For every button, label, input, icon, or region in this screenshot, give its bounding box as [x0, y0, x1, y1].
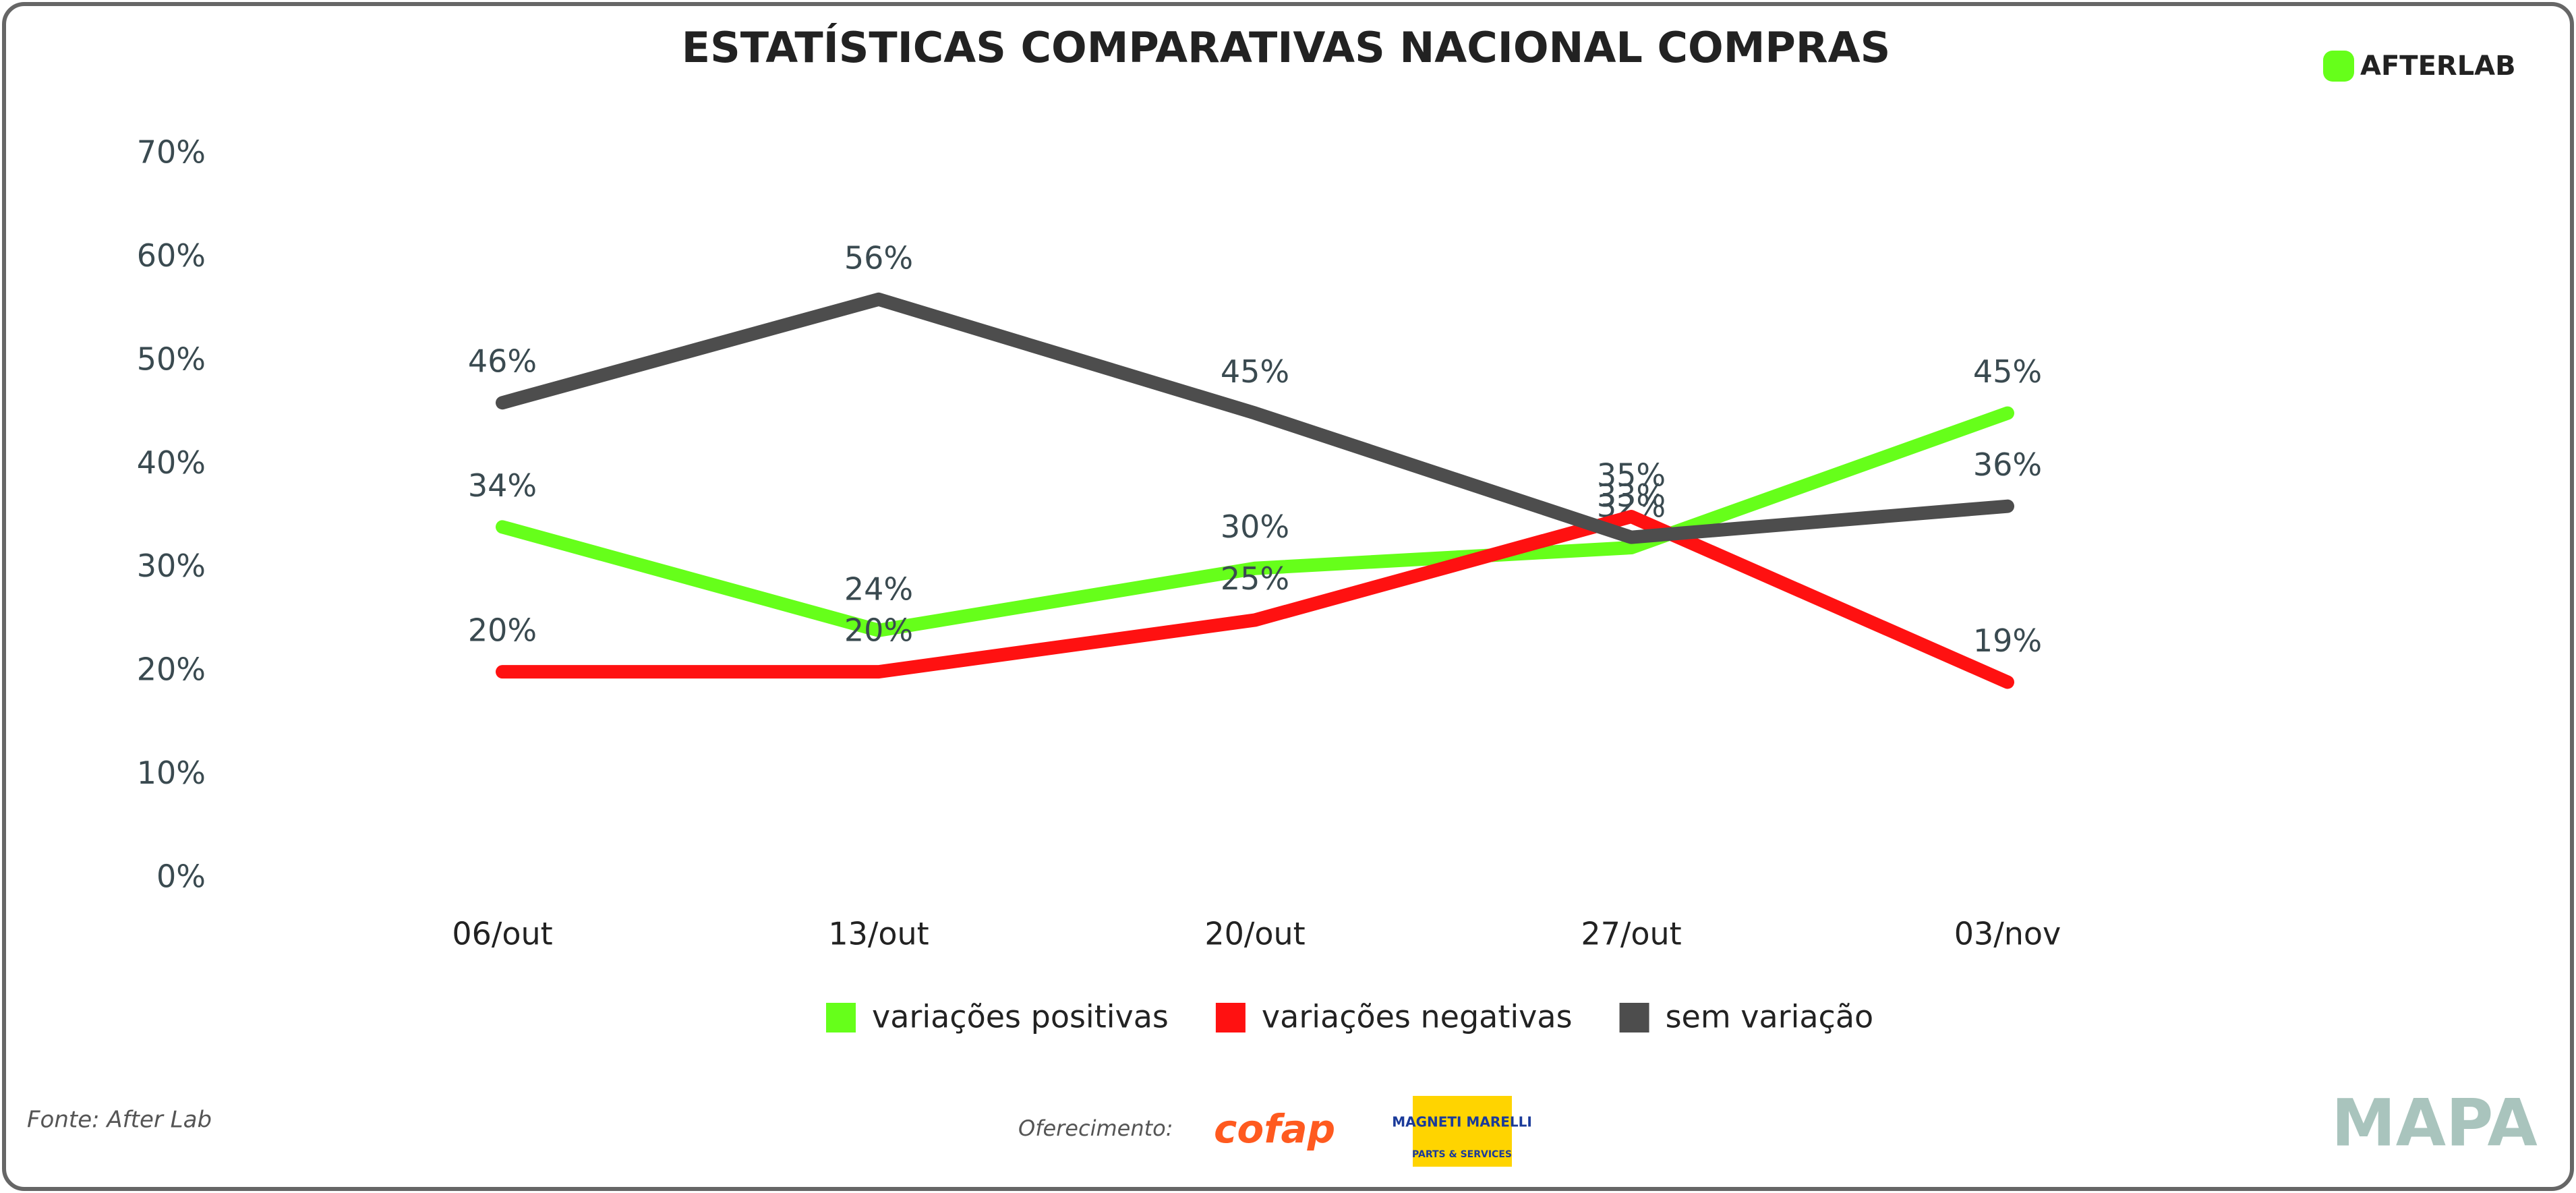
series-line — [496, 510, 2014, 689]
y-tick-label: 40% — [137, 444, 206, 481]
data-label: 34% — [468, 467, 537, 504]
y-tick-label: 70% — [137, 134, 206, 171]
legend-label: variações negativas — [1262, 999, 1573, 1035]
data-label: 20% — [468, 612, 537, 649]
y-tick-label: 0% — [156, 859, 206, 895]
series-line — [496, 292, 2014, 544]
data-label: 35% — [1597, 457, 1666, 494]
x-tick-label: 06/out — [452, 916, 552, 952]
legend-label: sem variação — [1666, 999, 1874, 1035]
data-label: 20% — [844, 612, 913, 649]
series-line — [496, 406, 2014, 637]
brand-icon — [2323, 51, 2354, 82]
data-label: 19% — [1973, 622, 2042, 659]
data-label: 45% — [1221, 353, 1289, 390]
x-tick-label: 27/out — [1581, 916, 1681, 952]
data-label: 24% — [844, 571, 913, 607]
brand: AFTERLAB — [2360, 51, 2516, 82]
mapa-logo: MAPA — [2331, 1085, 2538, 1161]
legend-swatch — [826, 1003, 856, 1032]
data-label: 33% — [1597, 477, 1666, 514]
legend-swatch — [1619, 1003, 1649, 1032]
data-label: 30% — [1221, 508, 1289, 545]
legend-swatch — [1215, 1003, 1246, 1032]
y-tick-label: 20% — [137, 651, 206, 688]
y-tick-label: 10% — [137, 755, 206, 791]
x-tick-label: 20/out — [1204, 916, 1305, 952]
data-label: 25% — [1221, 560, 1289, 597]
data-label: 56% — [844, 239, 913, 276]
data-label: 46% — [468, 343, 537, 380]
sponsor-label: Oferecimento: — [1018, 1115, 1173, 1141]
sponsor-cofap: cofap — [1214, 1106, 1335, 1152]
y-tick-label: 50% — [137, 341, 206, 377]
x-tick-label: 03/nov — [1954, 916, 2061, 952]
chart-title: ESTATÍSTICAS COMPARATIVAS NACIONAL COMPR… — [682, 23, 1891, 72]
legend-label: variações positivas — [872, 999, 1169, 1035]
data-label: 36% — [1973, 446, 2042, 483]
sponsor-marelli-sub: PARTS & SERVICES — [1412, 1149, 1512, 1160]
y-tick-label: 30% — [137, 548, 206, 584]
source: Fonte: After Lab — [27, 1107, 212, 1134]
sponsor-box — [1413, 1096, 1512, 1167]
data-label: 45% — [1973, 353, 2042, 390]
sponsor-marelli: MAGNETI MARELLI — [1392, 1114, 1532, 1130]
x-tick-label: 13/out — [828, 916, 929, 952]
y-tick-label: 60% — [137, 237, 206, 274]
